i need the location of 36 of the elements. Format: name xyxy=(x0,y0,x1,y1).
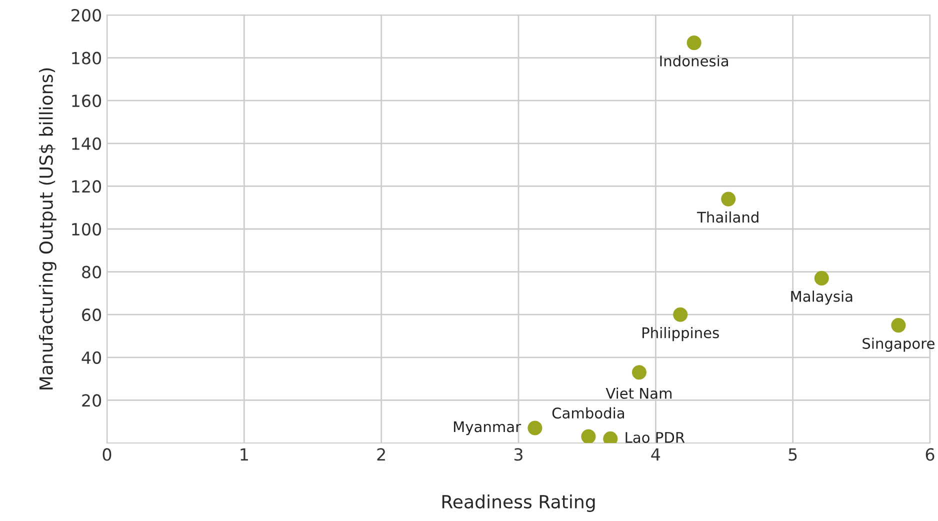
y-tick-label: 100 xyxy=(72,222,102,236)
annotation: Malaysia xyxy=(791,290,852,305)
y-tick-label: 20 xyxy=(82,394,102,407)
x-tick-label: 3 xyxy=(514,448,522,461)
point xyxy=(686,36,702,50)
y-tick-label: 160 xyxy=(72,94,102,108)
y-tick-label: 140 xyxy=(72,137,102,150)
y-tick-label: 80 xyxy=(82,266,102,278)
y-tick-label: 120 xyxy=(72,180,102,193)
point xyxy=(721,192,736,206)
x-axis-title: Readiness Rating xyxy=(442,494,595,512)
y-axis-title: Manufacturing Output (US$ billions) xyxy=(38,68,56,390)
annotation: Viet Nam xyxy=(606,388,672,399)
annotation: Philippines xyxy=(642,326,719,342)
x-tick-label: 0 xyxy=(102,448,112,461)
point xyxy=(528,420,542,436)
x-tick-label: 4 xyxy=(651,448,660,461)
annotation: Indonesia xyxy=(660,55,728,66)
x-tick-label: 1 xyxy=(240,448,248,461)
point xyxy=(673,307,688,322)
x-tick-label: 5 xyxy=(788,448,797,461)
annotation: Singapore xyxy=(862,338,934,352)
annotation: Cambodia xyxy=(552,407,624,419)
y-tick-label: 60 xyxy=(82,308,102,322)
point xyxy=(891,318,906,333)
annotation: Thailand xyxy=(697,211,758,223)
y-tick-label: 40 xyxy=(82,351,102,364)
x-tick-label: 2 xyxy=(377,448,385,461)
y-tick-label: 180 xyxy=(72,52,102,64)
annotation: Myanmar xyxy=(454,421,522,436)
annotation: Lao PDR xyxy=(626,432,685,443)
y-tick-label: 200 xyxy=(72,8,102,22)
point xyxy=(632,365,646,380)
x-tick-label: 6 xyxy=(926,448,934,461)
point xyxy=(581,429,596,443)
point xyxy=(814,270,829,286)
